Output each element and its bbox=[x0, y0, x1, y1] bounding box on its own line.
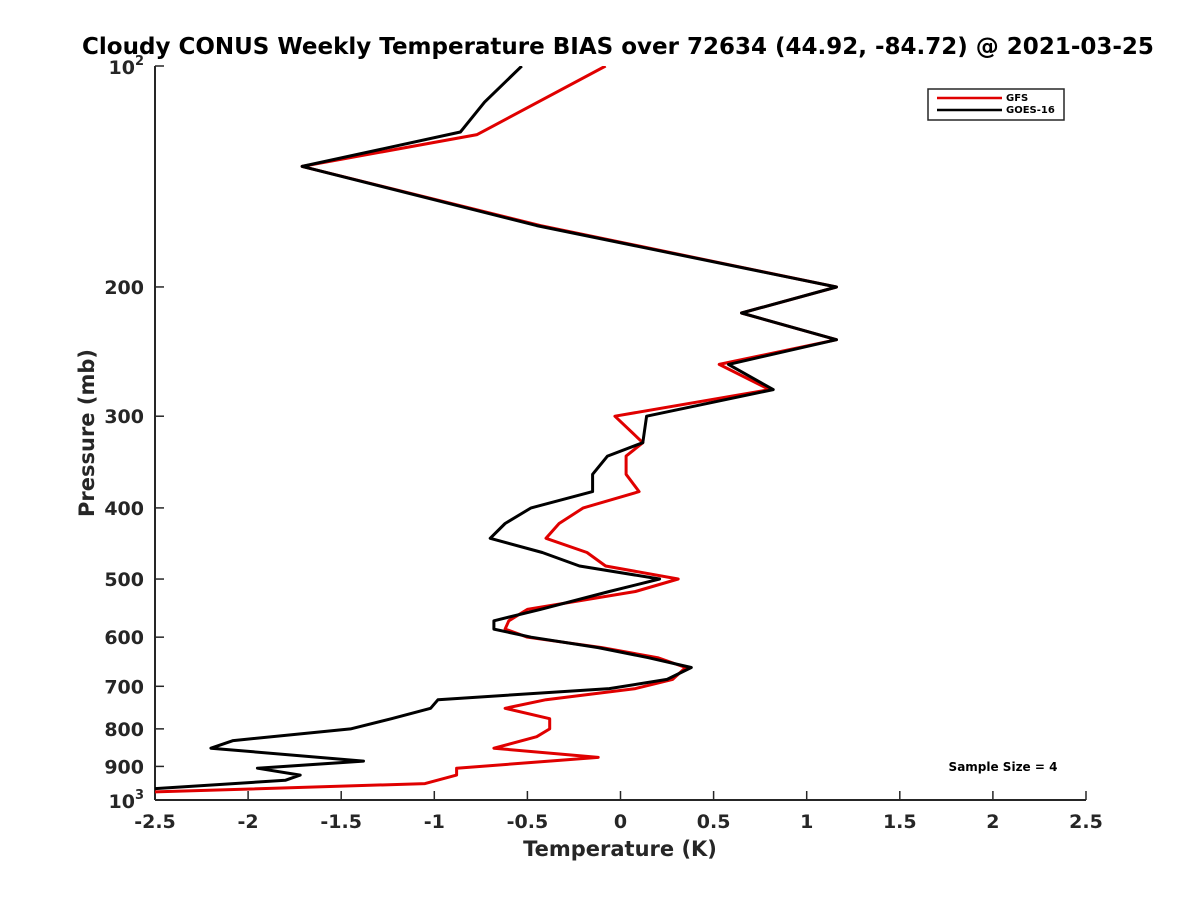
legend-label-gfs: GFS bbox=[1006, 93, 1028, 104]
x-tick-label: -2.5 bbox=[134, 811, 176, 833]
y-tick-top-label: 102 bbox=[109, 54, 145, 79]
sample-size-annotation: Sample Size = 4 bbox=[949, 760, 1058, 774]
y-tick-bottom-label: 103 bbox=[109, 788, 145, 813]
x-tick-label: -1 bbox=[424, 811, 445, 833]
x-tick-label: 0 bbox=[614, 811, 627, 833]
x-tick-label: -2 bbox=[238, 811, 259, 833]
y-tick-label: 500 bbox=[104, 569, 144, 591]
y-tick-label: 300 bbox=[104, 406, 144, 428]
x-tick-label: 0.5 bbox=[697, 811, 731, 833]
y-tick-label: 800 bbox=[104, 719, 144, 741]
series-line-goes16 bbox=[155, 66, 838, 791]
y-tick-label: 200 bbox=[104, 277, 144, 299]
series-layer bbox=[155, 66, 838, 794]
legend-label-goes16: GOES-16 bbox=[1006, 105, 1055, 116]
y-ticks: 200 300 400 500 600 700 800 900 bbox=[104, 65, 164, 801]
y-tick-label: 600 bbox=[104, 627, 144, 649]
y-tick-label: 700 bbox=[104, 676, 144, 698]
legend: GFS GOES-16 bbox=[927, 88, 1065, 121]
x-tick-label: 1 bbox=[800, 811, 813, 833]
chart-title: Cloudy CONUS Weekly Temperature BIAS ove… bbox=[82, 34, 1154, 60]
x-tick-label: 1.5 bbox=[883, 811, 917, 833]
x-tick-label: -1.5 bbox=[320, 811, 362, 833]
y-tick-label: 900 bbox=[104, 756, 144, 778]
y-axis-label: Pressure (mb) bbox=[75, 349, 99, 517]
y-tick-label: 400 bbox=[104, 498, 144, 520]
series-line-gfs bbox=[155, 66, 838, 794]
x-tick-label: 2.5 bbox=[1069, 811, 1103, 833]
x-ticks: -2.5 -2 -1.5 -1 -0.5 0 0.5 1 1.5 2 2.5 bbox=[134, 791, 1103, 833]
x-tick-label: -0.5 bbox=[507, 811, 549, 833]
legend-box bbox=[927, 88, 1065, 121]
x-tick-label: 2 bbox=[986, 811, 999, 833]
x-axis-label: Temperature (K) bbox=[523, 837, 717, 861]
